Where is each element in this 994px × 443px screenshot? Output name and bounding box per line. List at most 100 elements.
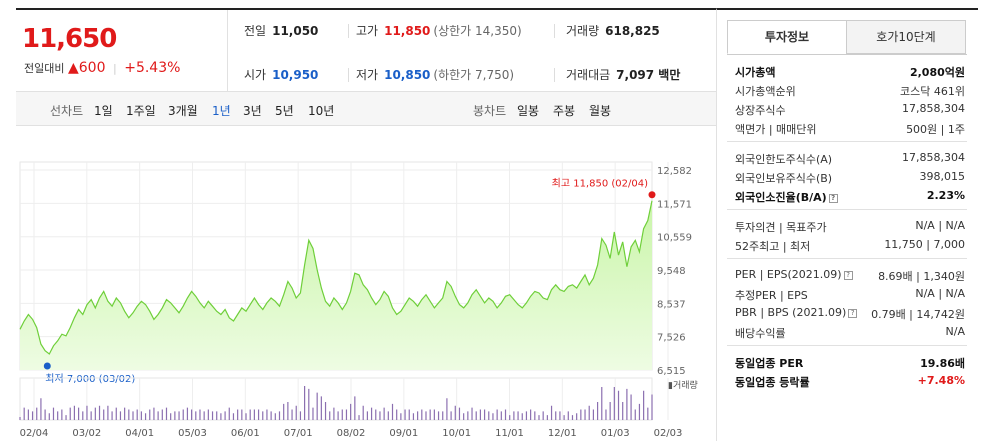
info-value: 8.69배 | 1,340원 <box>878 270 965 283</box>
help-icon[interactable]: ? <box>848 309 858 318</box>
info-row: 상장주식수 17,858,304 <box>727 99 967 118</box>
info-row: 외국인보유주식수(B) 398,015 <box>727 167 967 186</box>
info-key: 추정PER | EPS <box>735 289 808 302</box>
help-icon[interactable]: ? <box>843 271 853 280</box>
info-key: 투자의견 | 목표주가 <box>735 221 827 234</box>
x-tick-label: 05/03 <box>178 428 207 439</box>
divider: | <box>113 62 117 75</box>
x-tick-label: 11/01 <box>495 428 524 439</box>
x-tick-label: 02/04 <box>20 428 49 439</box>
tab-1w[interactable]: 1주일 <box>126 104 156 118</box>
info-value: N/A <box>945 325 965 338</box>
prev-close: 전일 11,050 <box>244 24 319 38</box>
info-key: 외국인소진율(B/A)? <box>735 189 838 205</box>
x-tick-label: 03/02 <box>72 428 101 439</box>
info-value: 398,015 <box>919 170 966 183</box>
info-key: 시가총액순위 <box>735 85 796 98</box>
info-group: PER | EPS(2021.09)? 8.69배 | 1,340원 추정PER |… <box>727 259 967 346</box>
quote-grid: 전일 11,050 고가 11,850 (상한가 14,350) 거래량 618,825… <box>228 10 716 92</box>
info-row: 시가총액 2,080억원 <box>727 61 967 80</box>
price-change: 전일대비 ▲600 | +5.43% <box>24 60 180 76</box>
max-label: 최고 11,850 (02/04) <box>552 178 648 190</box>
info-value: 19.86배 <box>920 357 965 370</box>
info-row: 액면가 | 매매단위 500원 | 1주 <box>727 118 967 137</box>
tab-3y[interactable]: 3년 <box>243 104 262 118</box>
x-tick-label: 06/01 <box>231 428 260 439</box>
tab-1y[interactable]: 1년 <box>212 104 231 118</box>
info-key: PBR | BPS (2021.09)? <box>735 306 858 319</box>
low-price: 저가 10,850 (하한가 7,750) <box>356 68 515 82</box>
info-key: 시가총액 <box>735 66 776 79</box>
y-tick-label: 11,571 <box>657 199 692 210</box>
info-row: PBR | BPS (2021.09)? 0.79배 | 14,742원 <box>727 303 967 322</box>
x-tick-label: 04/01 <box>125 428 154 439</box>
price-chart: 12,582 11,571 10,559 9,548 8,537 7,526 6,515 최고… <box>16 126 716 443</box>
tab-1d[interactable]: 1일 <box>94 104 113 118</box>
stock-panel: 11,650 전일대비 ▲600 | +5.43% 전일 11,050 고가 11,… <box>16 8 716 441</box>
volume: 거래량 618,825 <box>566 24 660 38</box>
info-value: 2.23% <box>926 189 965 202</box>
info-row: 배당수익률 N/A <box>727 322 967 341</box>
info-value: 2,080억원 <box>909 66 965 79</box>
x-tick-label: 07/01 <box>284 428 313 439</box>
info-row: 추정PER | EPS N/A | N/A <box>727 284 967 303</box>
up-arrow-icon: ▲ <box>67 60 79 76</box>
y-tick-label: 12,582 <box>657 166 692 177</box>
max-marker <box>648 191 656 199</box>
open-price: 시가 10,950 <box>244 68 319 82</box>
tab-daily[interactable]: 일봉 <box>517 104 540 118</box>
tab-weekly[interactable]: 주봉 <box>553 104 576 118</box>
info-value: +7.48% <box>917 374 965 387</box>
info-value: N/A | N/A <box>915 287 965 300</box>
tab-10y[interactable]: 10년 <box>308 104 335 118</box>
change-label: 전일대비 <box>24 62 65 75</box>
trade-value: 거래대금 7,097 백만 <box>566 68 681 82</box>
price-summary: 11,650 전일대비 ▲600 | +5.43% <box>16 10 228 92</box>
tab-monthly[interactable]: 월봉 <box>589 104 612 118</box>
change-amount: 600 <box>78 60 106 76</box>
price-area <box>20 200 652 370</box>
info-key: 52주최고 | 최저 <box>735 240 811 253</box>
change-percent: +5.43% <box>124 60 181 76</box>
y-tick-label: 6,515 <box>657 366 686 377</box>
min-label: 최저 7,000 (03/02) <box>45 373 135 385</box>
info-key: PER | EPS(2021.09)? <box>735 268 853 281</box>
period-tabs: 선차트 1일 1주일 3개월 1년 3년 5년 10년 봉차트 일봉 주봉 월봉 <box>16 92 716 126</box>
info-row: 52주최고 | 최저 11,750 | 7,000 <box>727 235 967 254</box>
candle-chart-label: 봉차트 <box>473 104 507 118</box>
info-key: 동일업종 PER <box>735 357 804 370</box>
tab-5y[interactable]: 5년 <box>275 104 294 118</box>
info-row: 시가총액순위 코스닥 461위 <box>727 80 967 99</box>
info-group: 외국인한도주식수(A) 17,858,304 외국인보유주식수(B) 398,015 외… <box>727 142 967 210</box>
x-tick-label: 09/01 <box>389 428 418 439</box>
volume-label: ▮거래량 <box>668 379 698 391</box>
info-group: 투자의견 | 목표주가 N/A | N/A 52주최고 | 최저 11,750 | 7… <box>727 210 967 259</box>
info-key: 외국인한도주식수(A) <box>735 153 833 166</box>
info-key: 동일업종 등락률 <box>735 376 810 389</box>
info-value: 0.79배 | 14,742원 <box>871 308 965 321</box>
info-value: 11,750 | 7,000 <box>884 238 965 251</box>
help-icon[interactable]: ? <box>828 194 838 203</box>
tab-3m[interactable]: 3개월 <box>168 104 198 118</box>
info-value: 17,858,304 <box>902 151 965 164</box>
info-key: 상장주식수 <box>735 104 786 117</box>
info-value: 코스닥 461위 <box>900 85 965 98</box>
y-tick-label: 10,559 <box>657 233 692 244</box>
current-price: 11,650 <box>22 24 117 54</box>
info-key: 배당수익률 <box>735 327 786 340</box>
tab-order-book[interactable]: 호가10단계 <box>846 20 966 54</box>
info-value: 17,858,304 <box>902 102 965 115</box>
info-row: PER | EPS(2021.09)? 8.69배 | 1,340원 <box>727 265 967 284</box>
line-chart-label: 선차트 <box>50 104 84 118</box>
y-tick-label: 9,548 <box>657 266 686 277</box>
x-tick-label: 02/03 <box>654 428 683 439</box>
info-key: 액면가 | 매매단위 <box>735 123 817 136</box>
tab-investment-info[interactable]: 투자정보 <box>727 20 847 54</box>
info-row: 투자의견 | 목표주가 N/A | N/A <box>727 216 967 235</box>
x-tick-label: 01/03 <box>601 428 630 439</box>
info-row: 동일업종 등락률 +7.48% <box>727 371 967 390</box>
y-tick-label: 8,537 <box>657 299 686 310</box>
